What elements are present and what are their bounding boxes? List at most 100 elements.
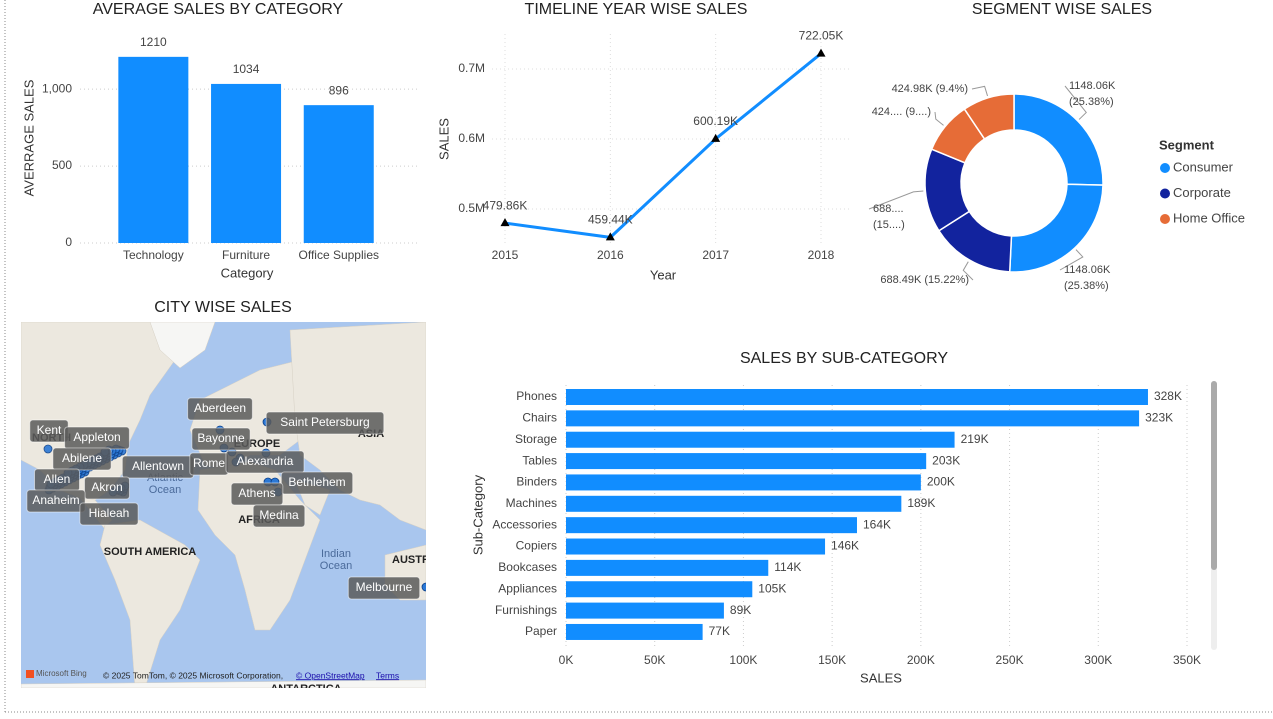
region-label: SOUTH AMERICA xyxy=(104,546,197,558)
marker xyxy=(711,133,721,142)
city-label: Alexandria xyxy=(237,454,294,468)
value-label: 600.19K xyxy=(693,114,738,128)
city-label: Rome xyxy=(193,456,225,470)
value-label: 105K xyxy=(758,581,786,595)
value-label: 1148.06K (25.38%) xyxy=(1069,80,1116,108)
city-label: Medina xyxy=(259,508,299,522)
value-label: 688.... (15....) xyxy=(873,203,905,231)
map-attribution-link[interactable]: Terms xyxy=(376,670,399,680)
map[interactable]: NORTHEUROPEASIAAFRICASOUTH AMERICAAtlant… xyxy=(21,322,430,695)
y-tick-label: 0 xyxy=(65,235,72,249)
leader-line xyxy=(1064,85,1087,120)
slice xyxy=(963,93,1015,141)
city-label-box xyxy=(52,447,112,471)
x-tick-label: 100K xyxy=(729,653,757,667)
y-tick-label: Chairs xyxy=(522,411,557,425)
value-label: 323K xyxy=(1145,411,1173,425)
legend-marker xyxy=(1160,188,1170,199)
y-tick-label: Bookcases xyxy=(498,560,557,574)
leader-line xyxy=(971,85,989,97)
y-tick-label: Accessories xyxy=(492,517,557,531)
bar xyxy=(566,495,902,512)
city-dot xyxy=(421,582,426,592)
scrollbar-thumb[interactable] xyxy=(1211,381,1217,570)
value-label: 459.44K xyxy=(588,213,633,227)
city-dot xyxy=(43,444,53,454)
city-label: Bethlehem xyxy=(288,475,345,489)
value-label: 189K xyxy=(907,496,935,510)
city-label-box xyxy=(252,504,306,528)
city-label: Allentown xyxy=(132,459,184,473)
city-label: Allen xyxy=(44,472,71,486)
y-tick-label: Machines xyxy=(506,496,557,510)
map-attribution-link[interactable]: © OpenStreetMap xyxy=(296,670,365,680)
city-label: Bayonne xyxy=(197,431,245,445)
bar xyxy=(566,623,703,640)
city-label-box xyxy=(225,450,305,474)
y-tick-label: Storage xyxy=(515,432,557,446)
y-axis-title: Sub-Category xyxy=(470,474,485,555)
value-label: 203K xyxy=(932,453,960,467)
bar xyxy=(566,474,921,491)
city-label: Saint Petersburg xyxy=(280,415,369,429)
y-tick-label: Copiers xyxy=(516,539,557,553)
y-tick-label: 0.6M xyxy=(458,131,485,145)
bar xyxy=(566,581,753,598)
bar xyxy=(566,410,1140,427)
x-tick-label: 350K xyxy=(1173,653,1201,667)
city-label: Hialeah xyxy=(89,506,130,520)
x-tick-label: Technology xyxy=(123,248,184,262)
bar xyxy=(118,56,189,243)
city-label-box xyxy=(347,576,421,600)
city-label: Athens xyxy=(238,486,275,500)
value-label: 688.49K (15.22%) xyxy=(880,274,969,286)
y-axis-title: AVERRAGE SALES xyxy=(21,79,36,196)
legend-marker xyxy=(1160,214,1170,224)
region-label: Indian Ocean xyxy=(320,548,352,572)
city-label-box xyxy=(187,397,253,421)
value-label: 424.... (9....) xyxy=(872,106,931,118)
leader-line xyxy=(934,111,944,126)
x-tick-label: Furniture xyxy=(222,248,270,262)
y-tick-label: Furnishings xyxy=(495,603,557,617)
bar xyxy=(566,389,1148,405)
chart-title: SEGMENT WISE SALES xyxy=(972,1,1152,18)
value-label: 89K xyxy=(730,603,751,617)
city-label-box xyxy=(191,427,251,451)
x-tick-label: 2018 xyxy=(808,248,835,262)
chart-title: SALES BY SUB-CATEGORY xyxy=(740,350,948,367)
value-label: 1148.06K (25.38%) xyxy=(1064,264,1111,292)
city-label: Melbourne xyxy=(356,580,413,594)
bar xyxy=(566,453,927,470)
marker xyxy=(500,218,510,227)
y-tick-label: 1,000 xyxy=(42,81,72,95)
bar xyxy=(211,83,282,243)
legend-label: Consumer xyxy=(1173,159,1234,174)
value-label: 219K xyxy=(961,432,989,446)
city-label: Appleton xyxy=(73,430,120,444)
y-tick-label: Binders xyxy=(516,475,557,489)
value-label: 77K xyxy=(709,624,730,638)
bar xyxy=(303,105,374,244)
slice xyxy=(1008,183,1104,273)
value-label: 896 xyxy=(329,83,349,97)
value-label: 424.98K (9.4%) xyxy=(892,83,968,95)
x-tick-label: 2016 xyxy=(597,248,624,262)
x-tick-label: 50K xyxy=(644,653,665,667)
map-attribution: © 2025 TomTom, © 2025 Microsoft Corporat… xyxy=(103,670,283,680)
bar xyxy=(566,538,826,555)
x-axis-title: SALES xyxy=(860,670,902,685)
marker xyxy=(605,232,615,241)
value-label: 328K xyxy=(1154,389,1182,403)
region-label: ANTARCTICA xyxy=(270,683,341,695)
legend-label: Corporate xyxy=(1173,185,1231,200)
y-tick-label: Appliances xyxy=(498,581,557,595)
x-tick-label: 300K xyxy=(1084,653,1112,667)
value-label: 1210 xyxy=(140,35,167,49)
city-label: Anaheim xyxy=(32,493,79,507)
value-label: 479.86K xyxy=(483,198,528,212)
x-axis-title: Category xyxy=(221,265,274,280)
y-axis-title: SALES xyxy=(436,118,451,160)
leader-line xyxy=(1059,249,1084,271)
